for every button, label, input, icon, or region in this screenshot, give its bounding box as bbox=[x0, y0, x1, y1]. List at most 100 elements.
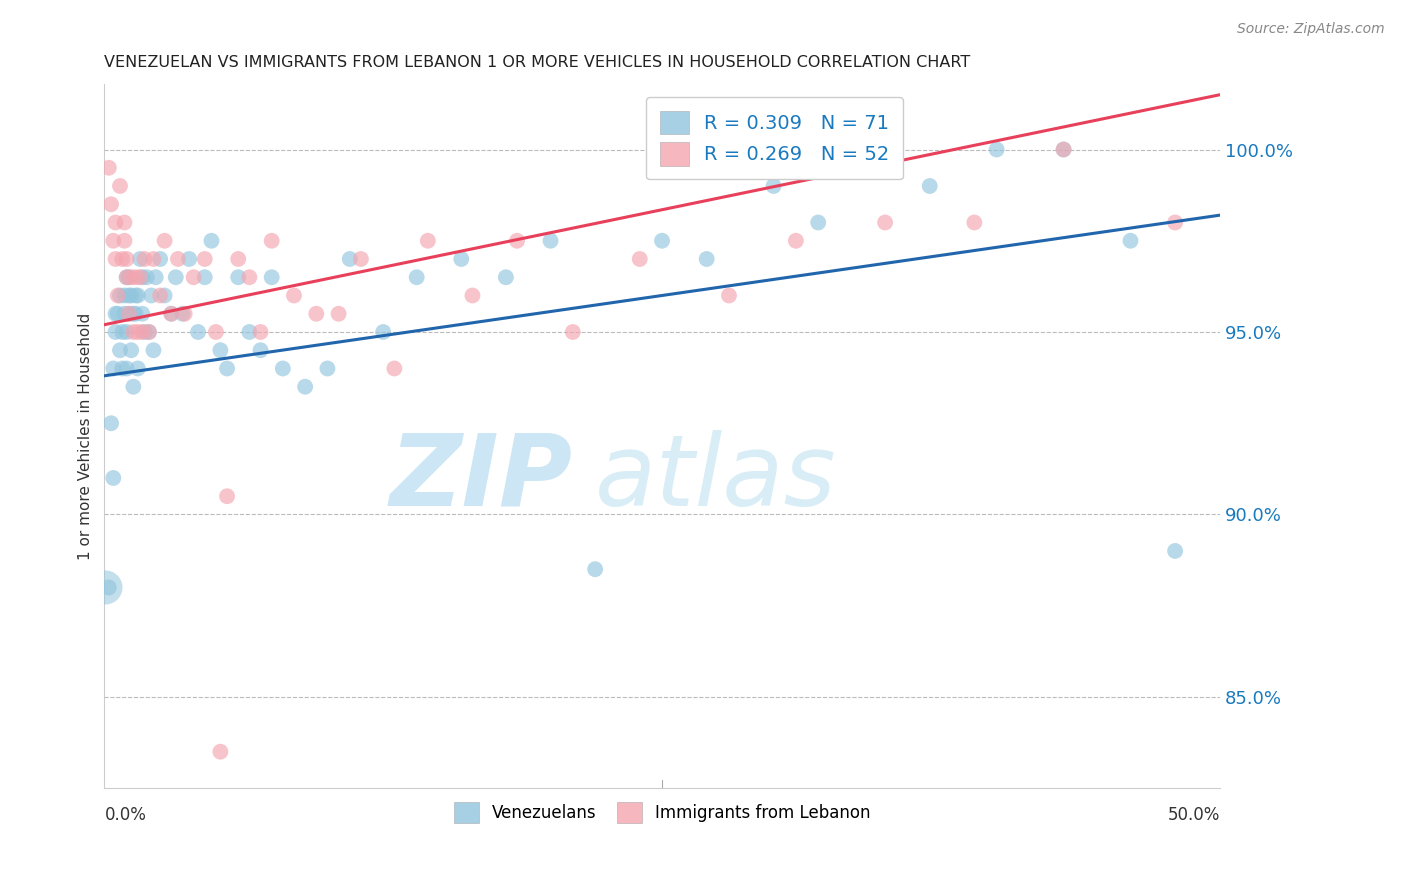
Point bbox=[1119, 234, 1142, 248]
Point bbox=[103, 471, 125, 485]
Point bbox=[103, 361, 125, 376]
Point bbox=[194, 270, 217, 285]
Point bbox=[160, 307, 183, 321]
Point bbox=[115, 325, 138, 339]
Point bbox=[107, 307, 129, 321]
Point bbox=[651, 234, 673, 248]
Point bbox=[350, 252, 373, 266]
Point bbox=[138, 325, 160, 339]
Point bbox=[179, 252, 201, 266]
Point bbox=[124, 270, 146, 285]
Point bbox=[172, 307, 194, 321]
Point bbox=[127, 325, 149, 339]
Point bbox=[120, 343, 142, 358]
Point bbox=[127, 288, 149, 302]
Point bbox=[127, 361, 149, 376]
Point bbox=[111, 252, 134, 266]
Point bbox=[1052, 143, 1074, 157]
Point bbox=[328, 307, 350, 321]
Point bbox=[115, 270, 138, 285]
Point bbox=[260, 270, 283, 285]
Point bbox=[104, 325, 127, 339]
Point bbox=[97, 581, 120, 595]
Point bbox=[173, 307, 195, 321]
Point bbox=[122, 380, 145, 394]
Point bbox=[249, 343, 271, 358]
Point bbox=[583, 562, 606, 576]
Point bbox=[134, 325, 156, 339]
Point bbox=[118, 307, 141, 321]
Point bbox=[194, 252, 217, 266]
Point bbox=[120, 288, 142, 302]
Text: 0.0%: 0.0% bbox=[104, 806, 146, 824]
Point bbox=[875, 161, 897, 175]
Point bbox=[183, 270, 205, 285]
Point bbox=[124, 307, 146, 321]
Point bbox=[1164, 544, 1187, 558]
Point bbox=[135, 270, 157, 285]
Point bbox=[226, 270, 249, 285]
Point bbox=[187, 325, 209, 339]
Point bbox=[131, 307, 153, 321]
Text: ZIP: ZIP bbox=[389, 430, 572, 527]
Text: Source: ZipAtlas.com: Source: ZipAtlas.com bbox=[1237, 22, 1385, 37]
Point bbox=[115, 361, 138, 376]
Legend: Venezuelans, Immigrants from Lebanon: Venezuelans, Immigrants from Lebanon bbox=[447, 796, 877, 830]
Point bbox=[141, 288, 163, 302]
Point bbox=[100, 416, 122, 430]
Point bbox=[108, 288, 131, 302]
Point bbox=[149, 252, 172, 266]
Point bbox=[506, 234, 529, 248]
Point bbox=[450, 252, 472, 266]
Point bbox=[160, 307, 183, 321]
Point bbox=[118, 307, 141, 321]
Point bbox=[305, 307, 328, 321]
Point bbox=[100, 197, 122, 211]
Point bbox=[122, 307, 145, 321]
Text: atlas: atlas bbox=[595, 430, 837, 527]
Point bbox=[461, 288, 484, 302]
Point bbox=[114, 234, 136, 248]
Point bbox=[875, 215, 897, 229]
Point bbox=[717, 288, 740, 302]
Point bbox=[111, 325, 134, 339]
Point bbox=[108, 179, 131, 194]
Point bbox=[209, 745, 232, 759]
Point bbox=[153, 234, 176, 248]
Point bbox=[114, 307, 136, 321]
Point bbox=[153, 288, 176, 302]
Point bbox=[118, 270, 141, 285]
Point bbox=[124, 288, 146, 302]
Point bbox=[561, 325, 583, 339]
Point bbox=[200, 234, 222, 248]
Point bbox=[215, 361, 238, 376]
Point bbox=[249, 325, 271, 339]
Point bbox=[205, 325, 228, 339]
Point bbox=[134, 252, 156, 266]
Point bbox=[122, 325, 145, 339]
Point bbox=[209, 343, 232, 358]
Point bbox=[104, 307, 127, 321]
Point bbox=[226, 252, 249, 266]
Point bbox=[1164, 215, 1187, 229]
Point bbox=[97, 161, 120, 175]
Point bbox=[294, 380, 316, 394]
Point bbox=[129, 270, 152, 285]
Point bbox=[104, 252, 127, 266]
Point bbox=[142, 343, 165, 358]
Point bbox=[271, 361, 294, 376]
Point bbox=[339, 252, 361, 266]
Point bbox=[108, 343, 131, 358]
Text: 50.0%: 50.0% bbox=[1167, 806, 1220, 824]
Point bbox=[131, 325, 153, 339]
Point bbox=[785, 234, 807, 248]
Point bbox=[540, 234, 562, 248]
Point bbox=[495, 270, 517, 285]
Point bbox=[986, 143, 1008, 157]
Point bbox=[142, 252, 165, 266]
Point bbox=[260, 234, 283, 248]
Point bbox=[238, 325, 260, 339]
Point bbox=[120, 270, 142, 285]
Point bbox=[405, 270, 427, 285]
Point bbox=[131, 270, 153, 285]
